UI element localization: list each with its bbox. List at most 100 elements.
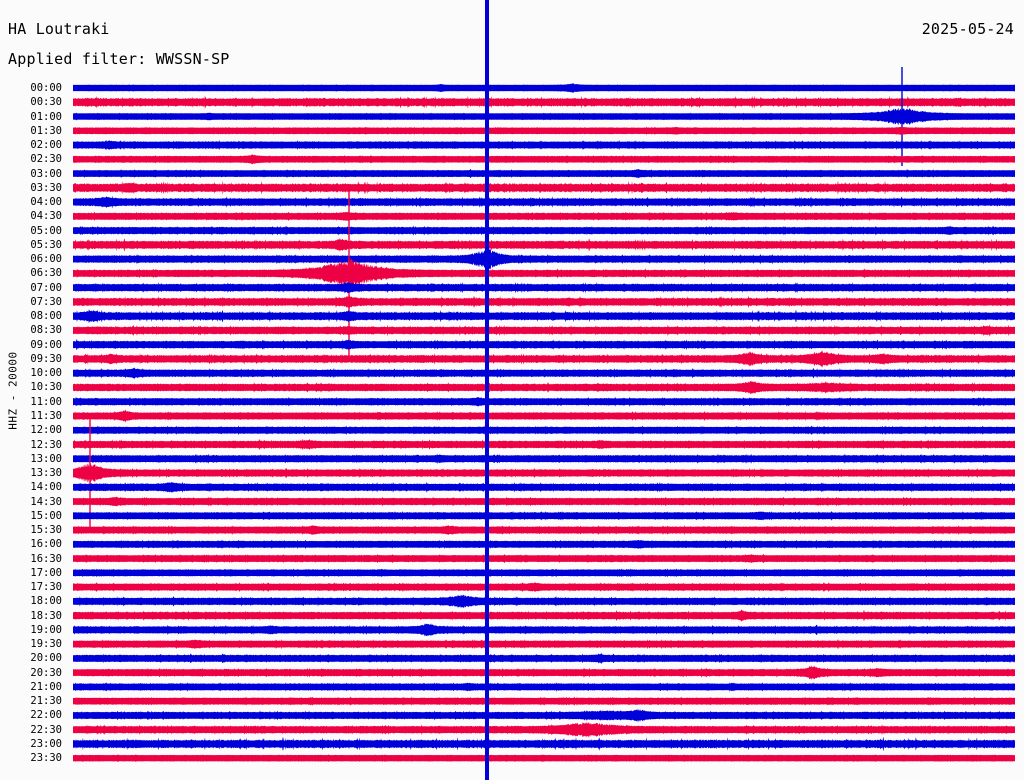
time-label: 16:00 xyxy=(30,538,62,551)
seismic-trace xyxy=(73,367,1015,379)
seismic-trace xyxy=(73,438,1015,451)
event-spike xyxy=(901,67,903,166)
time-label: 14:00 xyxy=(30,481,62,494)
seismic-trace xyxy=(73,623,1015,637)
seismic-trace xyxy=(73,295,1015,309)
seismic-trace xyxy=(73,525,1015,536)
time-label: 01:00 xyxy=(30,110,62,123)
time-label: 00:30 xyxy=(30,96,62,109)
time-label: 02:00 xyxy=(30,139,62,152)
time-label: 17:00 xyxy=(30,566,62,579)
date-label: 2025-05-24 xyxy=(921,20,1014,38)
seismic-trace xyxy=(73,463,1015,483)
event-spike xyxy=(348,187,350,359)
seismic-trace xyxy=(73,682,1015,692)
time-label: 14:30 xyxy=(30,495,62,508)
seismic-trace xyxy=(73,126,1015,135)
seismic-trace xyxy=(73,281,1015,294)
seismic-trace xyxy=(73,553,1015,564)
time-label: 11:30 xyxy=(30,409,62,422)
seismic-trace xyxy=(73,396,1015,407)
seismic-trace xyxy=(73,754,1015,762)
time-axis-labels: 00:00 00:30 01:00 01:30 02:00 02:30 03:00 03:30… xyxy=(10,0,62,780)
seismic-trace xyxy=(73,721,1015,738)
seismic-trace xyxy=(73,737,1015,751)
seismic-trace xyxy=(73,180,1015,195)
applied-filter-label: Applied filter: WWSSN-SP xyxy=(8,50,230,68)
seismic-trace xyxy=(73,380,1015,395)
time-label: 19:30 xyxy=(30,638,62,651)
seismic-trace xyxy=(73,95,1015,109)
time-label: 09:30 xyxy=(30,352,62,365)
seismic-trace xyxy=(73,309,1015,324)
seismic-trace xyxy=(73,107,1015,126)
seismic-trace xyxy=(73,425,1015,435)
time-label: 12:30 xyxy=(30,438,62,451)
seismic-trace xyxy=(73,195,1015,209)
time-label: 04:00 xyxy=(30,196,62,209)
time-label: 23:00 xyxy=(30,737,62,750)
time-label: 13:30 xyxy=(30,467,62,480)
seismic-trace xyxy=(73,248,1015,270)
time-label: 03:00 xyxy=(30,167,62,180)
seismic-trace xyxy=(73,665,1015,680)
seismic-trace xyxy=(73,139,1015,151)
seismic-trace xyxy=(73,568,1015,578)
seismic-trace xyxy=(73,652,1015,665)
time-label: 10:30 xyxy=(30,381,62,394)
seismic-trace xyxy=(73,83,1015,93)
seismic-trace xyxy=(73,339,1015,351)
seismic-trace xyxy=(73,225,1015,236)
time-label: 18:00 xyxy=(30,595,62,608)
time-label: 00:00 xyxy=(30,82,62,94)
seismic-trace xyxy=(73,324,1015,337)
seismic-trace xyxy=(73,510,1015,521)
seismic-trace xyxy=(73,539,1015,550)
seismic-trace xyxy=(73,350,1015,368)
seismic-trace xyxy=(73,237,1015,252)
time-label: 05:00 xyxy=(30,224,62,237)
seismic-trace xyxy=(73,154,1015,165)
time-label: 17:30 xyxy=(30,581,62,594)
time-label: 22:00 xyxy=(30,709,62,722)
time-label: 02:30 xyxy=(30,153,62,166)
seismic-trace xyxy=(73,481,1015,493)
seismic-trace xyxy=(73,409,1015,423)
event-spike xyxy=(89,419,91,527)
time-label: 20:00 xyxy=(30,652,62,665)
time-label: 07:30 xyxy=(30,295,62,308)
time-label: 09:00 xyxy=(30,338,62,351)
time-label: 13:00 xyxy=(30,452,62,465)
seismic-trace xyxy=(73,696,1015,706)
time-label: 07:00 xyxy=(30,281,62,294)
time-label: 10:00 xyxy=(30,367,62,380)
seismic-trace xyxy=(73,639,1015,650)
seismic-trace xyxy=(73,594,1015,609)
time-marker-line xyxy=(485,0,489,780)
time-label: 05:30 xyxy=(30,238,62,251)
time-label: 19:00 xyxy=(30,623,62,636)
time-label: 21:30 xyxy=(30,695,62,708)
seismic-trace xyxy=(73,258,1015,288)
time-label: 06:00 xyxy=(30,253,62,266)
seismic-trace xyxy=(73,708,1015,723)
time-label: 16:30 xyxy=(30,552,62,565)
time-label: 21:00 xyxy=(30,680,62,693)
page-title: HA Loutraki xyxy=(8,20,110,38)
seismic-trace xyxy=(73,211,1015,222)
time-label: 08:00 xyxy=(30,310,62,323)
time-label: 12:00 xyxy=(30,424,62,437)
seismic-trace xyxy=(73,609,1015,622)
time-label: 22:30 xyxy=(30,723,62,736)
time-label: 18:30 xyxy=(30,609,62,622)
time-label: 04:30 xyxy=(30,210,62,223)
time-label: 11:00 xyxy=(30,395,62,408)
seismic-trace xyxy=(73,496,1015,507)
time-label: 08:30 xyxy=(30,324,62,337)
seismic-trace xyxy=(73,453,1015,465)
time-label: 01:30 xyxy=(30,124,62,137)
time-label: 03:30 xyxy=(30,181,62,194)
seismic-trace xyxy=(73,169,1015,179)
time-label: 15:30 xyxy=(30,524,62,537)
